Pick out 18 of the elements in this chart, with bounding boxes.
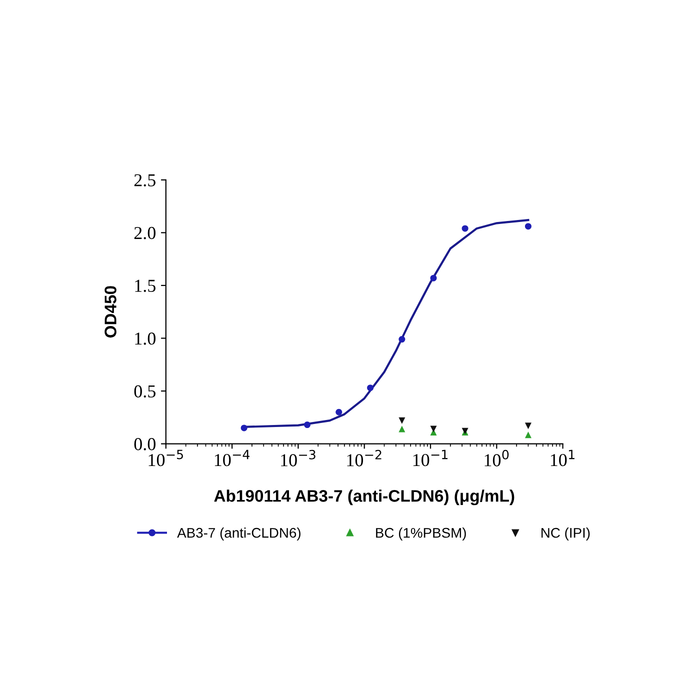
legend-label: BC (1%PBSM) <box>376 528 466 540</box>
x-tick-label: 10$^{−4}$ <box>214 450 250 466</box>
y-tick-label: 1.5 <box>135 280 156 292</box>
x-tick-label: 10$^{0}$ <box>484 450 509 466</box>
x-tick-label: 10$^{−1}$ <box>413 450 448 466</box>
y-tick-label: 0.0 <box>134 438 156 450</box>
x-tick-label: 10$^{−5}$ <box>148 450 183 466</box>
x-tick-label: 10$^{−3}$ <box>281 450 316 466</box>
y-tick-label: 1.0 <box>135 332 156 345</box>
legend-label: NC (IPI) <box>542 528 590 540</box>
x-tick-label: 10$^{−2}$ <box>347 450 382 466</box>
y-tick-label: 2.0 <box>134 226 156 240</box>
y-tick-label: 0.5 <box>134 385 156 398</box>
x-axis-title: Ab190114 AB3-7 (anti-CLDN6) (μg/mL) <box>214 490 514 506</box>
y-tick-label: 2.5 <box>134 174 156 186</box>
x-tick-label: 10$^{1}$ <box>550 450 574 466</box>
y-axis-title: OD450 <box>104 286 116 338</box>
legend-label: AB3-7 (anti-CLDN6) <box>177 528 300 540</box>
